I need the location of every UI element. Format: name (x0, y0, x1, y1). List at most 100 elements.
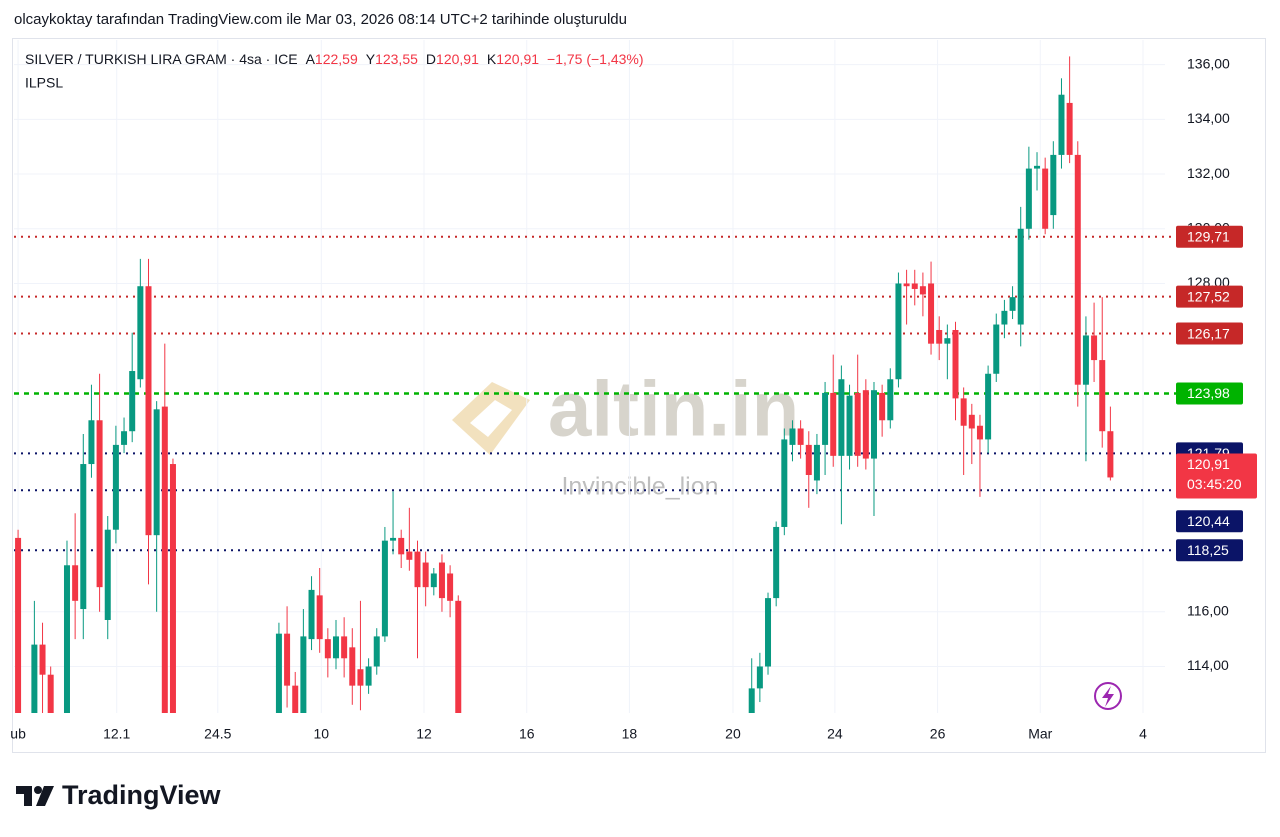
watermark-author: Invincible_lion (561, 473, 718, 501)
candle-body (919, 286, 926, 295)
watermark-icon-inner (470, 400, 512, 437)
watermark-logo: altin.in (548, 365, 799, 453)
candle-body (1058, 94, 1065, 155)
candle-body (993, 324, 1000, 374)
candle-body (15, 537, 22, 713)
y-tick-label: 136,00 (1187, 55, 1230, 71)
candle-body (88, 420, 95, 465)
legend-value: 120,91 (496, 51, 539, 67)
candle-body (39, 644, 46, 675)
candle-body (357, 669, 364, 686)
candle-body (781, 439, 788, 527)
candle-body (341, 636, 348, 659)
level-label-box (1176, 285, 1243, 308)
candle-body (316, 595, 323, 640)
candle-body (944, 338, 951, 344)
candle-body (854, 392, 861, 456)
legend-value: 122,59 (315, 51, 358, 67)
watermark: altin.in Invincible_lion (452, 365, 799, 501)
legend-key: K (487, 51, 497, 67)
candle-body (911, 283, 918, 289)
legend-change: −1,75 (−1,43%) (547, 51, 644, 67)
last-price-label: 120,91 (1187, 456, 1230, 472)
candle-body (365, 666, 372, 686)
candle-body (129, 371, 136, 432)
x-tick-label: ub (10, 726, 26, 742)
candle-body (137, 286, 144, 380)
candle-body (985, 373, 992, 440)
y-tick-label: 134,00 (1187, 110, 1230, 126)
candle-body (390, 537, 397, 541)
level-label-box (1176, 539, 1243, 562)
legend-value: 123,55 (375, 51, 418, 67)
candle-body (455, 600, 462, 713)
candle-body (121, 431, 128, 445)
candle-body (169, 464, 176, 713)
x-tick-label: 4 (1139, 726, 1147, 742)
candle-body (1001, 310, 1008, 325)
candle-body (756, 666, 763, 689)
x-tick-label: 24.5 (204, 726, 231, 742)
level-label-box (1176, 382, 1243, 405)
candle-body (1099, 360, 1106, 432)
candle-body (1107, 431, 1114, 478)
candle-body (887, 379, 894, 421)
axes: 114,00116,00128,00130,00132,00134,00136,… (10, 55, 1257, 742)
candle-body (903, 283, 910, 287)
candle-body (161, 406, 168, 713)
candle-body (47, 674, 54, 713)
x-tick-label: 18 (622, 726, 638, 742)
candle-body (952, 329, 959, 399)
y-tick-label: 132,00 (1187, 165, 1230, 181)
level-label: 120,44 (1187, 513, 1230, 529)
alert-icon[interactable] (1094, 682, 1122, 710)
x-tick-label: Mar (1028, 726, 1052, 742)
candle-body (430, 573, 437, 588)
candle-body (153, 409, 160, 536)
candle-body (308, 589, 315, 640)
candle-body (145, 286, 152, 536)
candle-body (381, 540, 388, 637)
footer-logo: TradingView (16, 780, 222, 810)
level-label-box (1176, 510, 1243, 533)
x-tick-label: 12 (416, 726, 432, 742)
x-tick-label: 16 (519, 726, 535, 742)
levels (14, 235, 1176, 552)
level-label: 123,98 (1187, 385, 1230, 401)
candle-body (349, 647, 356, 686)
candle-body (438, 562, 445, 599)
candle-body (822, 392, 829, 445)
candle-body (846, 395, 853, 456)
candle-body (447, 573, 454, 601)
last-price-box (1176, 453, 1257, 499)
candle-body (870, 390, 877, 459)
countdown-label: 03:45:20 (1187, 476, 1242, 492)
header: olcaykoktay tarafından TradingView.com i… (14, 11, 627, 28)
candle-body (797, 428, 804, 445)
candle-body (398, 537, 405, 555)
candle-body (406, 551, 413, 560)
candle-body (773, 526, 780, 599)
candle-body (976, 425, 983, 440)
candle-body (765, 598, 772, 667)
y-tick-label: 116,00 (1187, 602, 1229, 618)
candle-body (1091, 335, 1098, 361)
candle-body (292, 685, 299, 713)
candle-body (936, 329, 943, 344)
candle-body (1042, 168, 1049, 229)
level-label: 118,25 (1187, 542, 1229, 558)
level-label: 127,52 (1187, 288, 1230, 304)
chart-frame (12, 38, 1266, 753)
legend-key: Y (366, 51, 376, 67)
candle-body (1034, 165, 1041, 169)
candle-body (96, 420, 103, 588)
y-tick-label: 114,00 (1187, 657, 1229, 673)
candle-body (63, 565, 70, 713)
footer-brand: TradingView (62, 780, 222, 810)
x-tick-label: 20 (725, 726, 741, 742)
candle-body (1082, 335, 1089, 385)
candle-body (1025, 168, 1032, 229)
candle-body (72, 565, 79, 601)
candle-body (813, 444, 820, 481)
